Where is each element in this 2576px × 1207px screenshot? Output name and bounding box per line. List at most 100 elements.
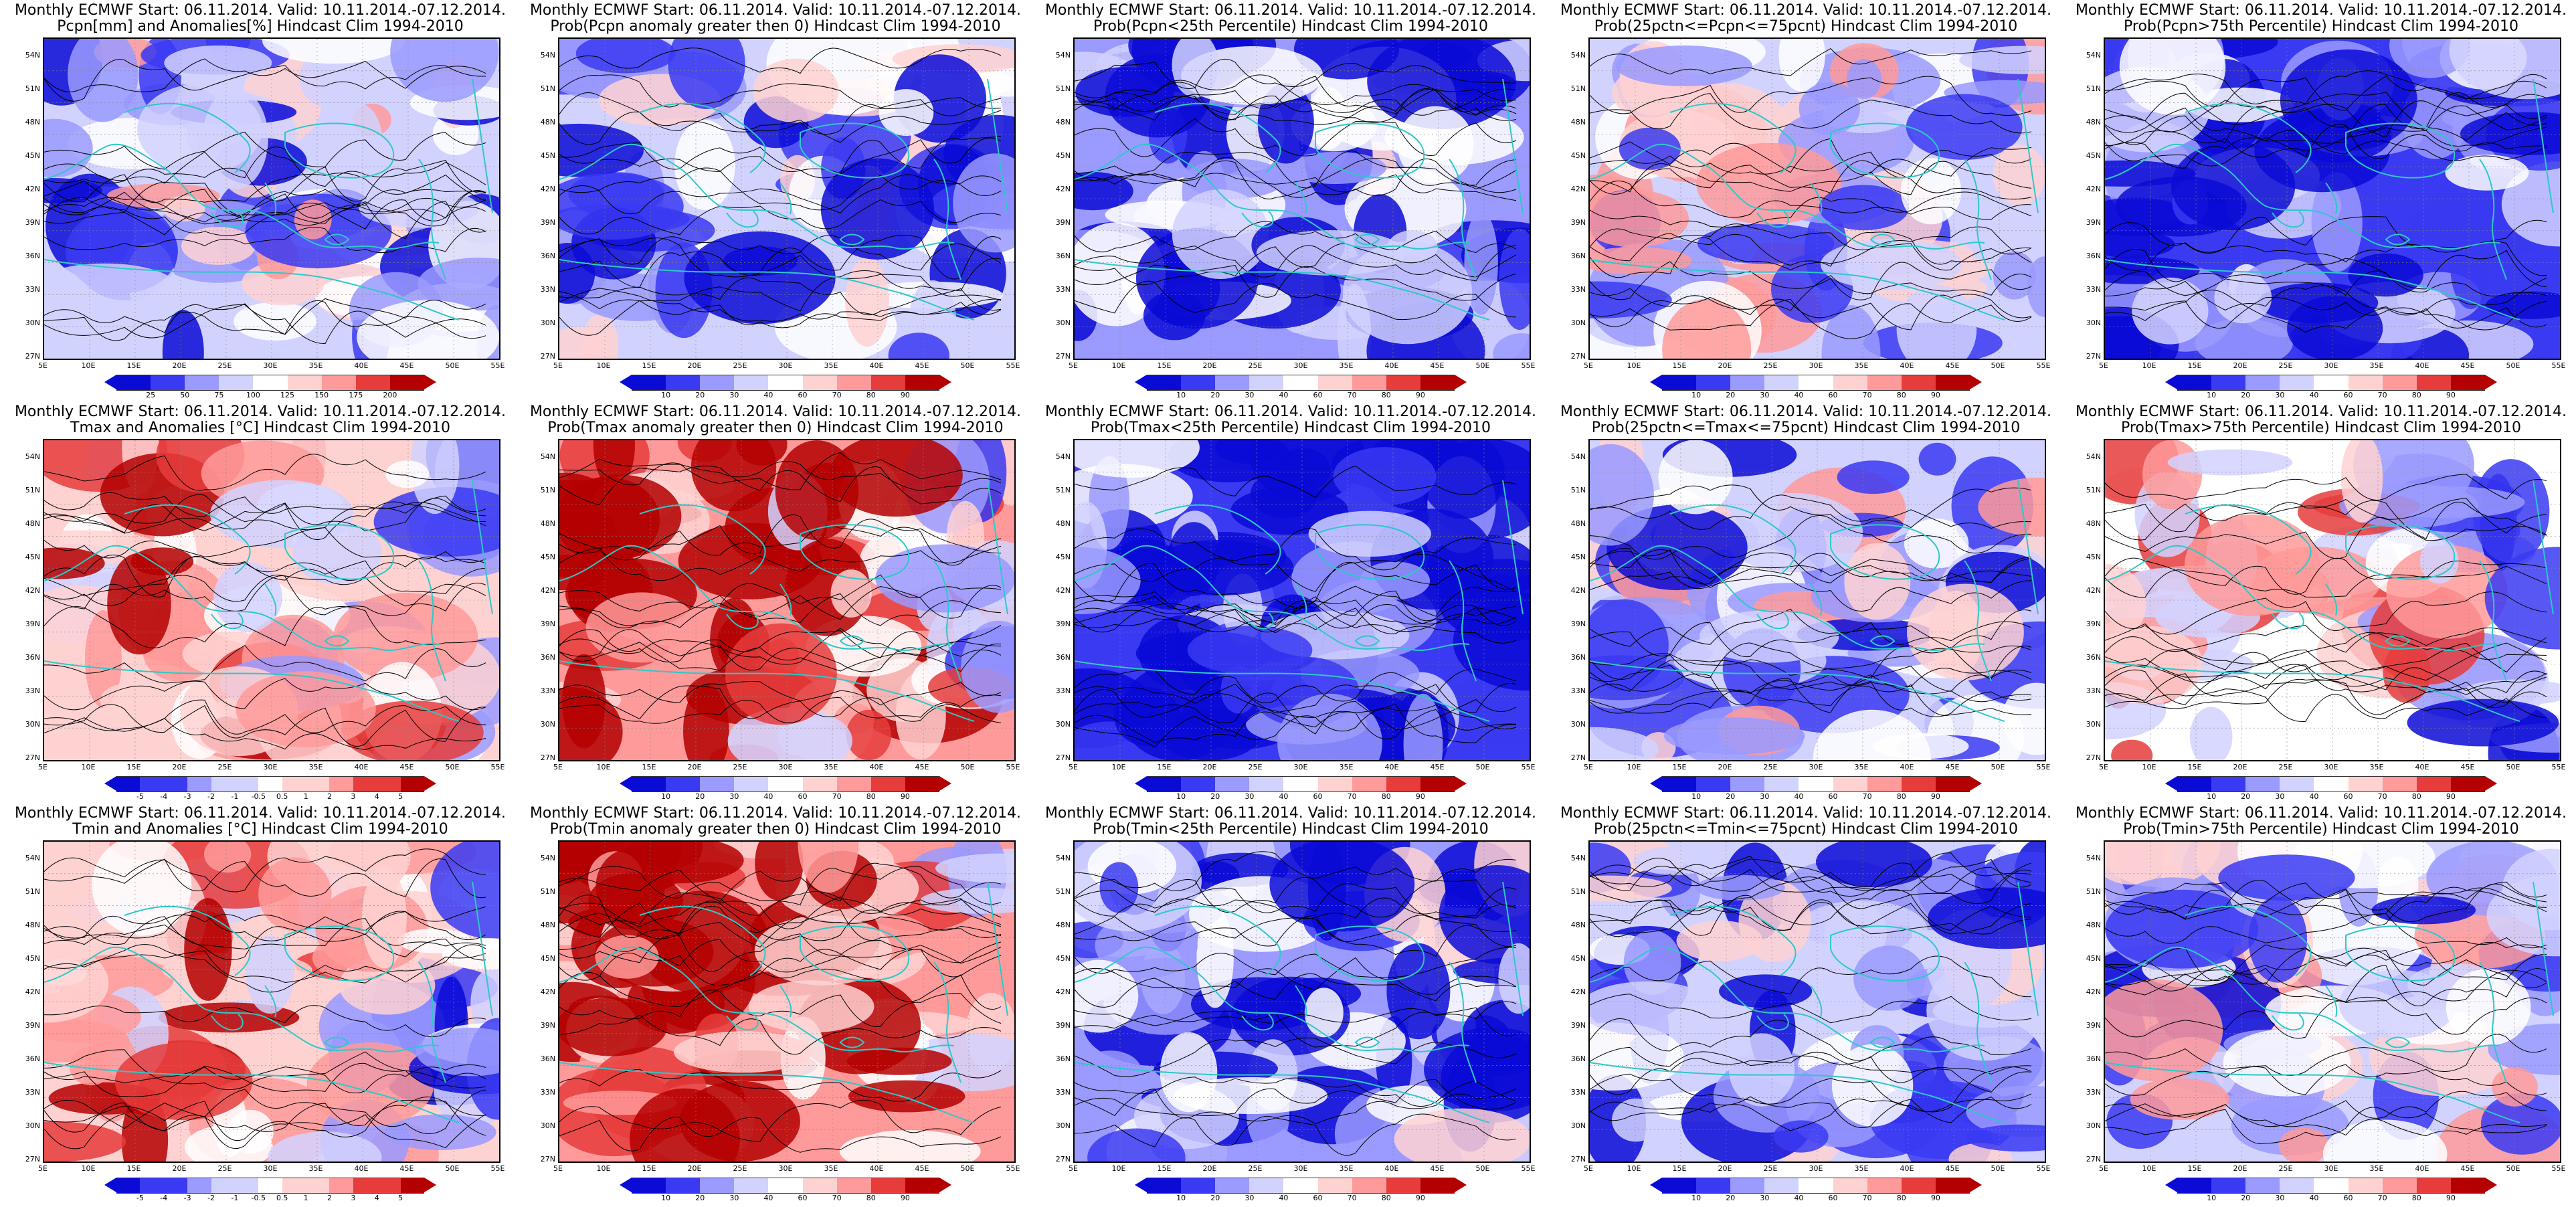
colorbar-tick-label: 90 — [2446, 792, 2456, 801]
latitude-label: 39N — [1055, 218, 1071, 227]
field-patch — [1590, 281, 1672, 318]
latitude-label: 30N — [25, 318, 40, 327]
colorbar-swatch — [163, 776, 188, 792]
longitude-label: 30E — [1293, 763, 1308, 771]
field-patch — [262, 39, 405, 64]
longitude-label: 30E — [2324, 361, 2338, 370]
latitude-label: 48N — [540, 118, 555, 126]
field-patch — [203, 88, 268, 189]
colorbar-tick-label: 20 — [695, 391, 705, 399]
contour-line — [1590, 223, 2032, 263]
panel-title-line2: Prob(Pcpn>75th Percentile) Hindcast Clim… — [2124, 18, 2518, 35]
latitude-label: 51N — [25, 84, 40, 93]
longitude-label: 50E — [445, 1164, 460, 1173]
coastline — [2105, 143, 2500, 250]
colorbar-swatch — [2314, 375, 2349, 391]
longitude-label: 20E — [1718, 361, 1732, 370]
coastline — [2533, 881, 2554, 1016]
coastline — [1830, 524, 1940, 580]
colorbar-swatch — [734, 776, 769, 792]
field-patch — [2195, 318, 2293, 359]
colorbar-tick-label: 40 — [2309, 1194, 2319, 1202]
field-patch — [169, 288, 244, 318]
field-patch — [754, 915, 892, 986]
contour-line — [1590, 231, 2032, 267]
coastline — [124, 504, 251, 575]
contour-line — [559, 277, 1002, 316]
coastline — [559, 545, 955, 651]
field-patch — [2311, 172, 2363, 272]
map-panel: Monthly ECMWF Start: 06.11.2014. Valid: … — [3, 3, 518, 404]
field-patch — [630, 1088, 740, 1162]
field-patch — [2214, 272, 2272, 324]
field-patch — [268, 1131, 382, 1162]
colorbar-swatch — [632, 776, 666, 792]
latitude-label: 51N — [2086, 84, 2101, 93]
field-patch — [164, 45, 272, 80]
longitude-label: 40E — [1384, 763, 1399, 771]
colorbar-tick-label: -5 — [136, 792, 144, 801]
field-patch — [1493, 333, 1530, 359]
colorbar-tick-label: 40 — [1279, 792, 1289, 801]
coastline — [639, 102, 766, 173]
colorbar-swatch — [1249, 375, 1284, 391]
longitude-label: 5E — [553, 361, 563, 370]
contour-line — [1075, 1001, 1517, 1026]
contour-line — [44, 1096, 486, 1133]
longitude-label: 45E — [1945, 361, 1960, 370]
coastline — [418, 159, 446, 280]
colorbar-swatch — [2382, 1178, 2417, 1194]
field-patch — [384, 1114, 496, 1151]
latitude-label: 33N — [25, 285, 40, 294]
colorbar-right-tip — [1455, 776, 1467, 791]
field-patch — [430, 842, 499, 939]
latitude-label: 54N — [25, 452, 40, 461]
colorbar-tick-label: 10 — [661, 1194, 671, 1202]
contour-line — [2105, 664, 2547, 709]
colorbar-swatch — [1935, 375, 1970, 391]
coastline — [1075, 946, 1470, 1052]
contour-line — [1590, 858, 2032, 893]
latitude-label: 54N — [1570, 452, 1586, 461]
longitude-label: 45E — [399, 361, 414, 370]
latitude-label: 27N — [2086, 1155, 2101, 1164]
contour-line — [1075, 151, 1517, 189]
contour-line — [1075, 608, 1517, 644]
panel-title-line2: Prob(25pctn<=Tmin<=75pcnt) Hindcast Clim… — [1593, 821, 2019, 838]
coastline — [1154, 905, 1281, 976]
contour-line — [2105, 1107, 2547, 1145]
contour-line — [1590, 547, 2032, 588]
coastline — [1154, 102, 1281, 173]
contour-line — [1590, 515, 2032, 560]
latitude-label: 48N — [2086, 921, 2101, 929]
latitude-label: 39N — [25, 1021, 40, 1030]
contour-line — [559, 300, 1002, 336]
contour-line — [1075, 465, 1517, 498]
field-patch — [2278, 1127, 2330, 1162]
field-shading — [1075, 440, 1530, 760]
contour-line — [1590, 955, 2032, 998]
colorbar-swatch — [116, 776, 141, 792]
field-patch — [185, 1125, 273, 1162]
field-patch — [92, 842, 192, 936]
coastline — [44, 1062, 460, 1123]
longitude-label: 5E — [38, 361, 48, 370]
field-patch — [340, 104, 383, 189]
contour-line — [559, 897, 1002, 929]
contour-line — [1075, 585, 1517, 617]
field-patch — [1696, 143, 1841, 225]
colorbar-swatch — [234, 776, 259, 792]
field-patch — [1966, 1124, 2045, 1152]
longitude-label: 50E — [2506, 1164, 2520, 1173]
colorbar-tick-label: 90 — [2446, 1194, 2456, 1202]
longitude-label: 25E — [1763, 361, 1778, 370]
contour-line — [2105, 642, 2547, 681]
panel-title-line1: Monthly ECMWF Start: 06.11.2014. Valid: … — [2075, 805, 2567, 822]
latitude-label: 30N — [2086, 720, 2101, 729]
contour-line — [559, 1099, 1002, 1142]
longitude-label: 5E — [1069, 361, 1078, 370]
panel-title-line1: Monthly ECMWF Start: 06.11.2014. Valid: … — [1560, 805, 2052, 822]
field-patch — [1308, 510, 1431, 557]
latitude-label: 36N — [1055, 1054, 1071, 1063]
latitude-label: 48N — [1570, 519, 1586, 528]
